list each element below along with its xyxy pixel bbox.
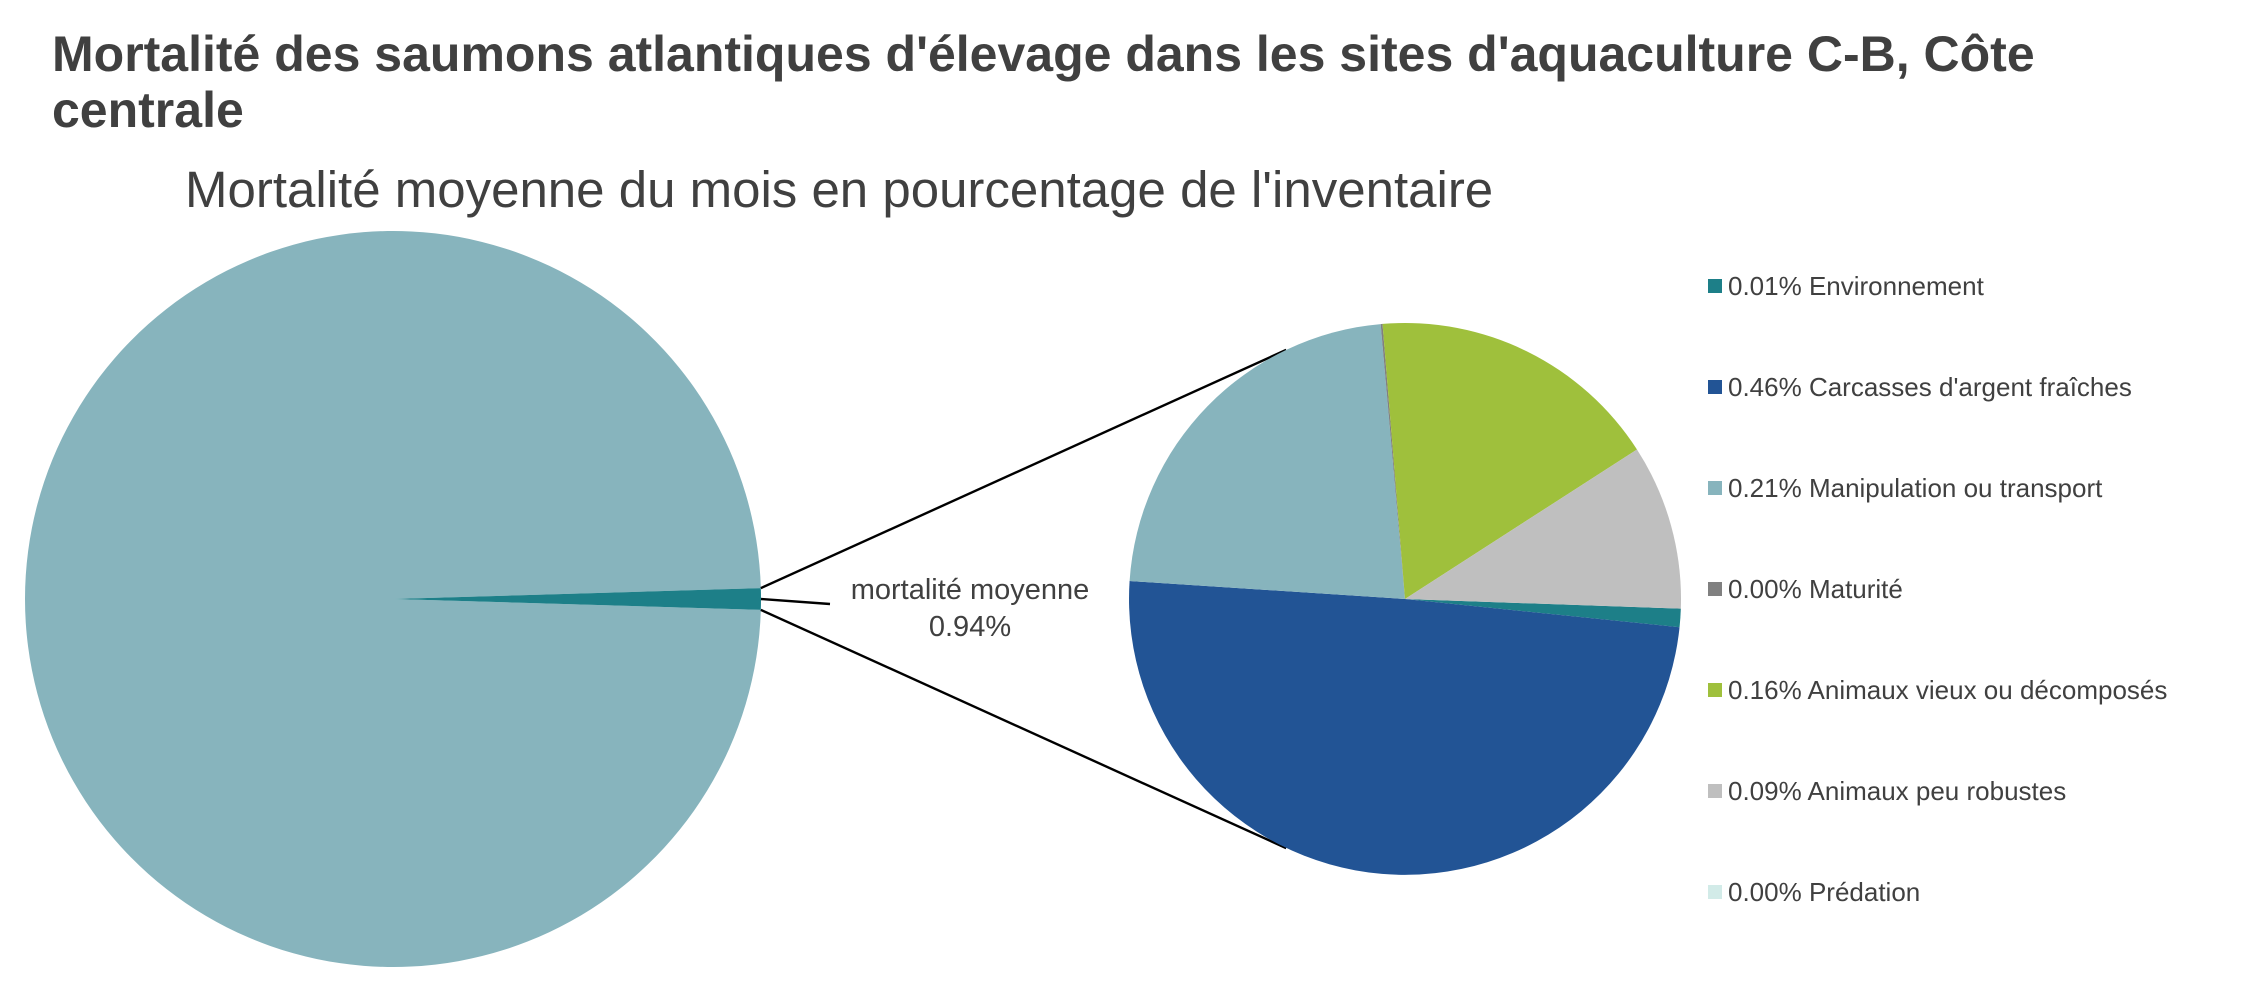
- legend-swatch: [1708, 683, 1722, 697]
- legend-label: 0.46% Carcasses d'argent fraîches: [1728, 372, 2132, 402]
- secondary-pie-slice-animaux-vieux-ou-decomposes: [1382, 323, 1637, 599]
- chart-subtitle: Mortalité moyenne du mois en pourcentage…: [185, 161, 1494, 218]
- legend-swatch: [1708, 582, 1722, 596]
- secondary-pie-slice-carcasses-d-argent-fraiches: [1129, 581, 1680, 875]
- legend-item-0-21-manipulation-ou-transport: 0.21% Manipulation ou transport: [1708, 473, 2103, 503]
- center-label-value: 0.94%: [929, 611, 1011, 643]
- connector-lines: [760, 348, 1287, 850]
- main-pie-slice-mortalite-moyenne: [393, 588, 762, 610]
- secondary-pie-slice-animaux-peu-robustes: [1405, 449, 1681, 609]
- legend-swatch: [1708, 279, 1722, 293]
- secondary-pie: [1129, 323, 1681, 875]
- secondary-pie-slice-manipulation-ou-transport: [1129, 324, 1405, 599]
- legend-item-0-01-environnement: 0.01% Environnement: [1708, 271, 1985, 301]
- legend-label: 0.00% Prédation: [1728, 877, 1920, 907]
- secondary-pie-slice-environnement: [1405, 599, 1681, 628]
- legend-item-0-46-carcasses-d-argent-fraiches: 0.46% Carcasses d'argent fraîches: [1708, 372, 2132, 402]
- connector-line-top: [760, 348, 1287, 590]
- legend-label: 0.01% Environnement: [1728, 271, 1985, 301]
- legend-label: 0.21% Manipulation ou transport: [1728, 473, 2103, 503]
- legend-label: 0.00% Maturité: [1728, 574, 1903, 604]
- center-label-name: mortalité moyenne: [851, 574, 1090, 606]
- legend-item-0-09-animaux-peu-robustes: 0.09% Animaux peu robustes: [1708, 776, 2066, 806]
- legend-label: 0.09% Animaux peu robustes: [1728, 776, 2066, 806]
- legend-swatch: [1708, 784, 1722, 798]
- legend-swatch: [1708, 380, 1722, 394]
- secondary-pie-slice-maturite: [1380, 323, 1405, 599]
- chart-title: Mortalité des saumons atlantiques d'élev…: [52, 26, 2035, 138]
- legend-item-0-00-maturite: 0.00% Maturité: [1708, 574, 1903, 604]
- legend: 0.01% Environnement 0.46% Carcasses d'arg…: [1708, 271, 2167, 907]
- main-pie: [25, 231, 762, 968]
- legend-swatch: [1708, 885, 1722, 899]
- connector-line-bottom: [760, 608, 1287, 850]
- legend-item-0-16-animaux-vieux-ou-decomposes: 0.16% Animaux vieux ou décomposés: [1708, 675, 2167, 705]
- legend-label: 0.16% Animaux vieux ou décomposés: [1728, 675, 2167, 705]
- center-label-pointer: [760, 597, 831, 606]
- legend-swatch: [1708, 481, 1722, 495]
- legend-item-0-00-predation: 0.00% Prédation: [1708, 877, 1920, 907]
- main-pie-slice-remainder: [25, 231, 761, 968]
